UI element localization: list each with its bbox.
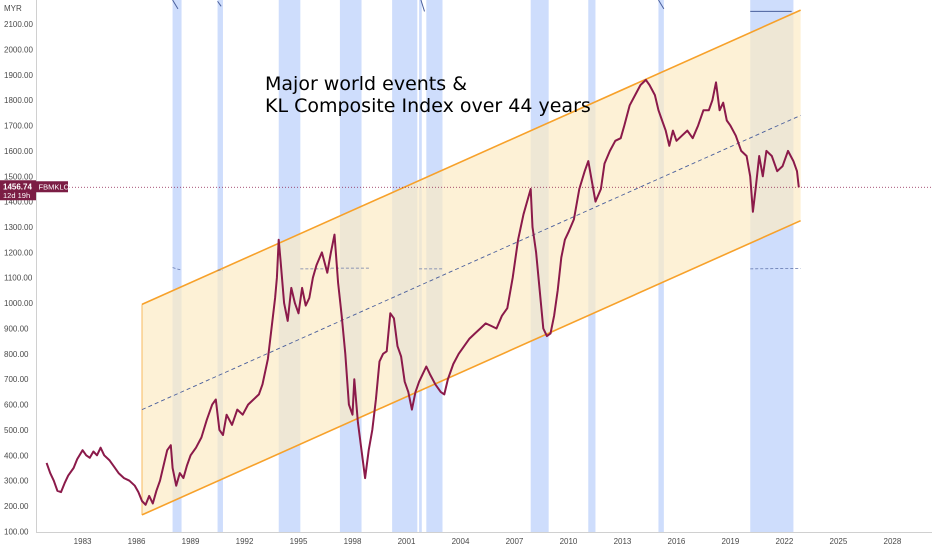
price-label-countdown: 12d 19h xyxy=(3,191,30,200)
x-tick-label-1995: 1995 xyxy=(290,537,308,546)
x-tick-label-2028: 2028 xyxy=(884,537,902,546)
x-tick-label-2004: 2004 xyxy=(452,537,470,546)
y-tick-label-700: 700.00 xyxy=(4,375,29,384)
x-tick-label-1986: 1986 xyxy=(128,537,146,546)
y-tick-label-1700: 1700.00 xyxy=(4,122,33,131)
y-tick-label-1600: 1600.00 xyxy=(4,147,33,156)
x-tick-label-1992: 1992 xyxy=(236,537,254,546)
y-tick-label-300: 300.00 xyxy=(4,477,29,486)
channel-midline xyxy=(141,114,801,411)
x-tick-label-2025: 2025 xyxy=(830,537,848,546)
event-band-1 xyxy=(172,0,182,532)
y-tick-label-1800: 1800.00 xyxy=(4,96,33,105)
y-tick-label-1200: 1200.00 xyxy=(4,248,33,257)
event-band-2 xyxy=(217,0,223,532)
band-top-tick-2 xyxy=(217,0,222,7)
y-tick-label-1400: 1400.00 xyxy=(4,198,33,207)
y-tick-label-900: 900.00 xyxy=(4,324,29,333)
x-tick-label-2007: 2007 xyxy=(506,537,524,546)
band-marker-line-6 xyxy=(750,267,801,270)
band-marker-line-1 xyxy=(172,267,182,271)
band-top-tick-3 xyxy=(420,0,425,12)
y-tick-label-100: 100.00 xyxy=(4,527,29,536)
y-axis-background xyxy=(0,0,36,550)
channel-lower-line xyxy=(141,219,801,516)
x-axis: 1983 1986 1989 1992 1995 1998 2001 2004 2007 2010… xyxy=(36,532,932,550)
y-tick-label-600: 600.00 xyxy=(4,401,29,410)
x-axis-background xyxy=(36,532,932,550)
symbol-label: FBMKLCI xyxy=(39,182,72,191)
regression-channel xyxy=(141,9,801,516)
x-tick-label-1983: 1983 xyxy=(74,537,92,546)
band-top-tick-1 xyxy=(172,0,179,10)
chart-title-line-1: Major world events & xyxy=(265,73,467,95)
y-tick-label-1100: 1100.00 xyxy=(4,274,33,283)
price-label-value: 1456.74 xyxy=(3,182,32,191)
y-tick-label-1300: 1300.00 xyxy=(4,223,33,232)
y-axis: MYR 100.00 200.00 300.00 400.00 500.00 600.00 7… xyxy=(0,0,37,550)
x-tick-label-2019: 2019 xyxy=(722,537,740,546)
x-tick-label-2022: 2022 xyxy=(776,537,794,546)
y-axis-unit: MYR xyxy=(4,4,22,13)
y-tick-label-1900: 1900.00 xyxy=(4,71,33,80)
channel-upper-line xyxy=(141,9,801,306)
x-tick-label-2010: 2010 xyxy=(560,537,578,546)
y-tick-label-2100: 2100.00 xyxy=(4,20,33,29)
x-tick-label-1989: 1989 xyxy=(182,537,200,546)
x-tick-label-2013: 2013 xyxy=(614,537,632,546)
y-tick-label-400: 400.00 xyxy=(4,451,29,460)
y-tick-label-200: 200.00 xyxy=(4,502,29,511)
y-tick-label-2000: 2000.00 xyxy=(4,45,33,54)
x-tick-label-1998: 1998 xyxy=(344,537,362,546)
price-label-box xyxy=(0,180,36,201)
series-line-1 xyxy=(45,78,800,506)
y-tick-label-1000: 1000.00 xyxy=(4,299,33,308)
y-tick-label-500: 500.00 xyxy=(4,426,29,435)
y-tick-label-1500: 1500.00 xyxy=(4,172,33,181)
y-tick-label-800: 800.00 xyxy=(4,350,29,359)
x-tick-label-2016: 2016 xyxy=(668,537,686,546)
symbol-label-box xyxy=(36,181,68,193)
band-top-tick-4 xyxy=(658,0,665,10)
x-tick-label-2001: 2001 xyxy=(398,537,416,546)
price-series xyxy=(36,78,932,506)
chart-title-line-2: KL Composite Index over 44 years xyxy=(265,95,591,117)
